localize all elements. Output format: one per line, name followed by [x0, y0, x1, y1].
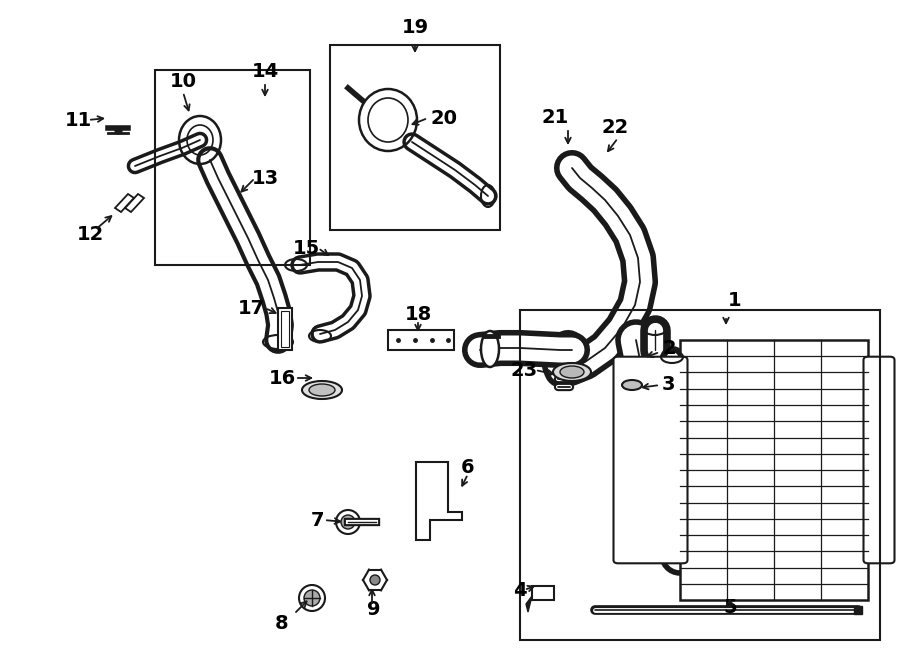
Text: 18: 18	[404, 305, 432, 324]
FancyBboxPatch shape	[614, 357, 688, 563]
Text: 4: 4	[513, 580, 527, 600]
Text: 17: 17	[238, 299, 265, 317]
Text: 16: 16	[269, 368, 296, 387]
Ellipse shape	[309, 384, 335, 396]
Ellipse shape	[481, 331, 499, 367]
Ellipse shape	[622, 380, 642, 390]
Text: 20: 20	[430, 108, 457, 128]
Text: 15: 15	[292, 239, 320, 258]
Ellipse shape	[302, 381, 342, 399]
Ellipse shape	[560, 366, 584, 378]
Text: 7: 7	[310, 510, 324, 529]
Text: 19: 19	[401, 18, 428, 37]
Polygon shape	[526, 596, 532, 612]
Ellipse shape	[336, 510, 360, 534]
Text: 13: 13	[252, 169, 279, 188]
Text: 1: 1	[728, 290, 742, 309]
Text: 10: 10	[169, 72, 196, 91]
Text: 14: 14	[251, 62, 279, 81]
Ellipse shape	[553, 363, 591, 381]
Ellipse shape	[341, 515, 355, 529]
Text: 3: 3	[662, 375, 676, 395]
FancyBboxPatch shape	[863, 357, 895, 563]
Text: 2: 2	[662, 338, 676, 358]
Text: 5: 5	[724, 598, 737, 617]
Text: 11: 11	[65, 110, 92, 130]
Bar	[388, 330, 454, 350]
Text: 6: 6	[461, 458, 475, 477]
Text: 9: 9	[367, 600, 381, 619]
Text: 12: 12	[76, 225, 104, 244]
Bar	[532, 586, 554, 600]
Text: 21: 21	[542, 108, 569, 127]
Text: 8: 8	[275, 614, 289, 633]
Ellipse shape	[370, 575, 380, 585]
Bar	[520, 310, 880, 640]
Bar	[330, 45, 500, 230]
Bar	[281, 311, 289, 347]
Ellipse shape	[299, 585, 325, 611]
Text: 22: 22	[601, 118, 628, 137]
Bar	[155, 70, 310, 265]
Bar	[278, 308, 292, 350]
Bar	[680, 340, 868, 600]
Ellipse shape	[304, 590, 320, 606]
Text: 23: 23	[511, 360, 538, 379]
